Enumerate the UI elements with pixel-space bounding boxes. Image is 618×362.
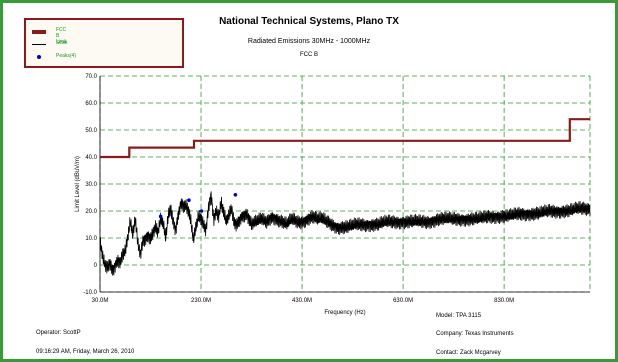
y-tick-label: 60.0 (85, 101, 97, 107)
legend-swatch-scan (32, 44, 46, 45)
y-tick-label: 40.0 (85, 155, 97, 161)
y-tick-label: 10.0 (85, 236, 97, 242)
legend-swatch-peaks (37, 55, 41, 59)
footer-model: Model: TPA 3115 (436, 313, 482, 319)
legend-label-scan: Scan (56, 40, 68, 46)
series-scan (99, 191, 591, 276)
peak-marker (158, 214, 163, 219)
legend-swatch-limit (32, 30, 46, 34)
report-title: National Technical Systems, Plano TX (219, 16, 399, 27)
x-tick-label: 830.0M (494, 298, 514, 304)
y-axis-label: Limit Level (dBuV/m) (75, 156, 81, 212)
legend-label-limit: FCC B Limit (56, 27, 67, 45)
y-tick-label: -10.0 (83, 290, 97, 296)
y-tick-label: 70.0 (85, 74, 97, 80)
x-axis-label: Frequency (Hz) (324, 310, 365, 316)
y-tick-label: 30.0 (85, 182, 97, 188)
peak-marker (187, 198, 191, 202)
chart-legend: FCC B Limit Scan Peaks(4) (24, 18, 184, 68)
y-tick-label: 20.0 (85, 209, 97, 215)
report-subtitle: Radiated Emissions 30MHz - 1000MHz (247, 38, 371, 45)
peak-marker (199, 209, 204, 213)
peak-marker (233, 193, 238, 197)
legend-label-peaks: Peaks(4) (56, 53, 77, 59)
footer-datetime: 09:16:29 AM, Friday, March 26, 2010 (36, 349, 135, 355)
y-tick-label: 50.0 (85, 128, 97, 134)
footer-operator: Operator: ScottP (36, 330, 81, 336)
x-tick-label: 630.0M (393, 298, 413, 304)
x-tick-label: 30.0M (92, 298, 109, 304)
footer-company: Company: Texas Instruments (436, 331, 514, 337)
footer-contact: Contact: Zack Mcgarvey (436, 350, 501, 356)
series-fcc-b-limit (100, 118, 590, 159)
x-tick-label: 230.0M (191, 298, 211, 304)
report-standard: FCC B (300, 52, 318, 58)
x-tick-label: 430.0M (292, 298, 312, 304)
y-tick-label: 0 (94, 263, 98, 269)
